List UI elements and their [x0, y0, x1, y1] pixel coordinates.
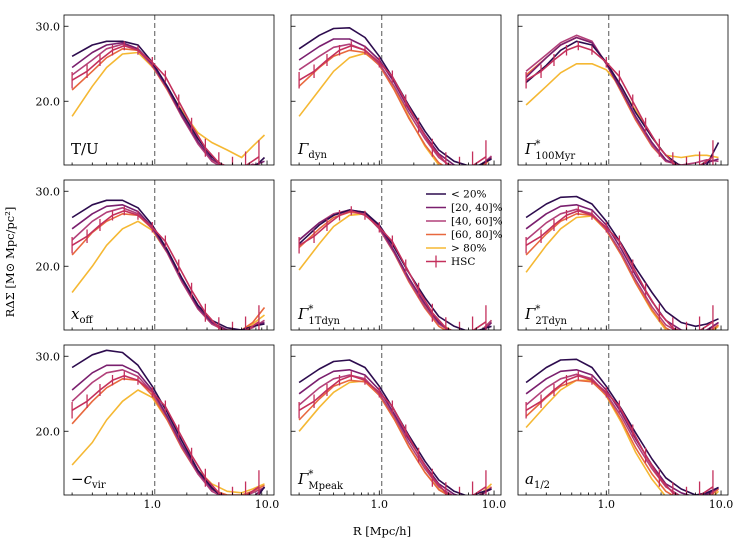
- series-line-< 20%: [298, 359, 492, 495]
- series-line-> 80%: [525, 62, 719, 159]
- series-line-[40, 60]%: [525, 34, 719, 165]
- panels-layer: 20.0 30.0 T/U Γdyn Γ* 100Myr 20.0 30.0 xoff Γ* 1Td…: [36, 14, 734, 511]
- series-line-[20, 40]%: [525, 36, 719, 165]
- series-line-[20, 40]%: [71, 41, 265, 165]
- series-line-< 20%: [525, 40, 720, 165]
- series-line-[40, 60]%: [525, 208, 719, 330]
- series-line-[20, 40]%: [525, 204, 719, 330]
- panel-Gamma*_2Tdyn: Γ* 2Tdyn: [517, 179, 729, 331]
- y-tick-label: 20.0: [36, 425, 61, 438]
- y-tick-label: 20.0: [36, 95, 61, 108]
- legend-entry: HSC: [451, 256, 475, 268]
- panel-frame: [290, 344, 502, 496]
- panel-T/U: 20.0 30.0 T/U: [36, 14, 275, 166]
- legend-entry: > 80%: [451, 243, 486, 255]
- series-line-[40, 60]%: [298, 43, 493, 165]
- panel--c_vir: 1.0 10.0 20.0 30.0 −cvir: [36, 344, 280, 511]
- legend-entry: [60, 80]%: [451, 229, 503, 241]
- y-tick-label: 20.0: [36, 260, 61, 273]
- series-line-< 20%: [525, 358, 719, 495]
- panel-frame: [517, 14, 729, 166]
- legend-entry: [40, 60]%: [451, 216, 503, 228]
- series-line-[60, 80]%: [298, 49, 493, 165]
- panel-label: Γ* 2Tdyn: [524, 304, 568, 327]
- legend-entry: < 20%: [451, 189, 486, 201]
- panel-Gamma*_100Myr: Γ* 100Myr: [517, 14, 729, 166]
- series-line-[20, 40]%: [525, 368, 719, 495]
- series-line-[60, 80]%: [298, 379, 493, 495]
- panel-label: xoff: [71, 305, 93, 326]
- panel-Gamma*_Mpeak: 1.0 10.0 Γ* Mpeak: [290, 344, 507, 511]
- panel-frame: [290, 179, 502, 331]
- series-line-[60, 80]%: [525, 379, 720, 495]
- series-line-> 80%: [71, 51, 266, 159]
- series-line-[40, 60]%: [298, 374, 492, 495]
- panel-a_1/2: 1.0 10.0 a1/2: [517, 344, 734, 511]
- x-tick-label: 10.0: [709, 498, 734, 511]
- x-tick-label: 1.0: [598, 498, 616, 511]
- panel-frame: [63, 14, 275, 166]
- y-tick-label: 30.0: [36, 350, 61, 363]
- panel-label: Γ* 1Tdyn: [297, 304, 341, 327]
- panel-frame: [290, 14, 502, 166]
- series-line-< 20%: [71, 40, 266, 165]
- series-line-[20, 40]%: [298, 368, 492, 495]
- series-line-[20, 40]%: [298, 38, 492, 165]
- series-line-[40, 60]%: [298, 209, 493, 330]
- series-line-> 80%: [71, 220, 265, 330]
- x-tick-label: 1.0: [144, 498, 162, 511]
- series-line-[60, 80]%: [71, 213, 266, 330]
- series-line-[20, 40]%: [71, 364, 266, 495]
- x-tick-label: 1.0: [371, 498, 389, 511]
- series-line-> 80%: [71, 389, 265, 494]
- series-line-[60, 80]%: [525, 213, 719, 330]
- series-line-[40, 60]%: [71, 368, 265, 495]
- series-line-> 80%: [525, 379, 720, 495]
- panel-label: T/U: [71, 140, 99, 158]
- series-line-< 20%: [298, 26, 492, 165]
- series-line-[40, 60]%: [525, 373, 719, 495]
- y-tick-label: 30.0: [36, 20, 61, 33]
- x-tick-label: 10.0: [255, 498, 280, 511]
- legend: < 20%[20, 40]% [40, 60]%[60, 80]% > 80%HSC: [426, 189, 503, 268]
- series-line-> 80%: [298, 52, 493, 165]
- x-tick-label: 10.0: [482, 498, 507, 511]
- series-line-[60, 80]%: [71, 377, 265, 495]
- series-line-[40, 60]%: [71, 207, 265, 330]
- y-axis-label: RΔΣ [M⊙ Mpc/pc²]: [3, 207, 17, 318]
- panel-Gamma*_1Tdyn: Γ* 1Tdyn: [290, 179, 502, 331]
- y-tick-label: 30.0: [36, 185, 61, 198]
- panel-label: Γ* 100Myr: [524, 139, 575, 162]
- series-line-< 20%: [71, 349, 266, 495]
- series-line-< 20%: [71, 199, 265, 330]
- panel-x_off: 20.0 30.0 xoff: [36, 179, 275, 331]
- series-line-< 20%: [525, 195, 719, 328]
- panel-label: Γ* Mpeak: [297, 469, 344, 492]
- panel-Gamma_dyn: Γdyn: [290, 14, 502, 166]
- panel-frame: [517, 344, 729, 496]
- panel-label: a1/2: [525, 470, 550, 491]
- panel-frame: [63, 344, 275, 496]
- x-axis-label: R [Mpc/h]: [353, 524, 411, 538]
- panel-label: Γdyn: [297, 140, 327, 161]
- panel-label: −cvir: [71, 470, 106, 491]
- panel-frame: [517, 179, 729, 331]
- panel-frame: [63, 179, 275, 331]
- legend-entry: [20, 40]%: [451, 202, 503, 214]
- series-line-[60, 80]%: [71, 47, 225, 165]
